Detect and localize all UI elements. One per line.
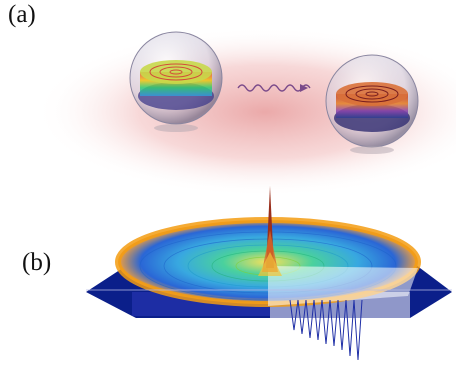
central-spike-icon: [258, 186, 282, 276]
sphere-resonator-right-icon: [325, 54, 419, 154]
panel-label-b: (b): [22, 249, 52, 276]
wavy-arrow-icon: [237, 84, 311, 92]
panel-label-a: (a): [8, 1, 36, 28]
oscillation-tail: [289, 299, 363, 361]
sphere-resonator-left-icon: [129, 31, 223, 132]
